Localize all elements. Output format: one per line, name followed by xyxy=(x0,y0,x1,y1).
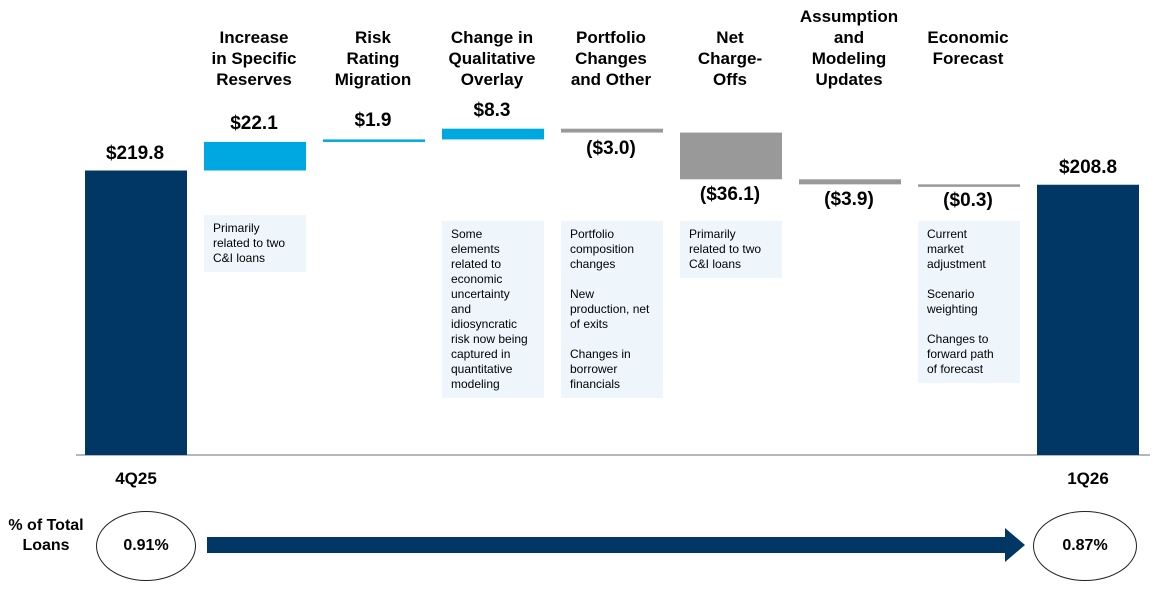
step-header-5: Net Charge- Offs xyxy=(697,28,763,89)
pct-arrow-head xyxy=(1005,528,1025,562)
step-value-label-1: $22.1 xyxy=(230,113,278,134)
step-note-3: Some elements related to economic uncert… xyxy=(442,221,544,398)
step-note-4: Portfolio composition changes New produc… xyxy=(561,221,663,398)
step-header-3: Change in Qualitative Overlay xyxy=(448,28,536,89)
step-value-label-4: ($3.0) xyxy=(586,137,636,159)
step-value-label-2: $1.9 xyxy=(354,110,392,132)
step-bar-2 xyxy=(323,139,425,142)
step-bar-7 xyxy=(918,184,1020,187)
pct-row-label: % of Total Loans xyxy=(8,517,84,554)
step-bar-6 xyxy=(799,179,901,185)
pct-arrow-shaft xyxy=(207,537,1007,553)
step-note-1: Primarily related to two C&I loans xyxy=(204,215,306,272)
end-period-label: 1Q26 xyxy=(1067,469,1109,488)
step-note-5: Primarily related to two C&I loans xyxy=(680,221,782,278)
step-bar-1 xyxy=(204,141,306,171)
step-bar-3 xyxy=(442,128,544,140)
step-value-label-7: ($0.3) xyxy=(943,189,993,211)
step-note-7: Current market adjustment Scenario weigh… xyxy=(918,221,1020,383)
end-value-label: $208.8 xyxy=(1058,156,1118,178)
step-header-2: Risk Rating Migration xyxy=(334,28,412,89)
pct-end-ellipse: 0.87% xyxy=(1033,511,1137,581)
step-header-7: Economic Forecast xyxy=(927,28,1009,68)
step-value-label-6: ($3.9) xyxy=(824,189,874,211)
step-header-4: Portfolio Changes and Other xyxy=(570,28,652,89)
pct-start-ellipse: 0.91% xyxy=(96,511,196,581)
start-value-label: $219.8 xyxy=(105,142,165,164)
end-bar xyxy=(1037,184,1139,455)
step-value-label-5: ($36.1) xyxy=(699,184,761,206)
step-value-label-3: $8.3 xyxy=(473,99,511,121)
step-bar-5 xyxy=(680,132,782,180)
step-header-6: Assumption and Modeling Updates xyxy=(799,7,899,89)
step-bar-4 xyxy=(561,128,663,133)
start-bar xyxy=(85,170,187,455)
step-header-1: Increase in Specific Reserves xyxy=(211,28,297,89)
start-period-label: 4Q25 xyxy=(115,469,157,488)
